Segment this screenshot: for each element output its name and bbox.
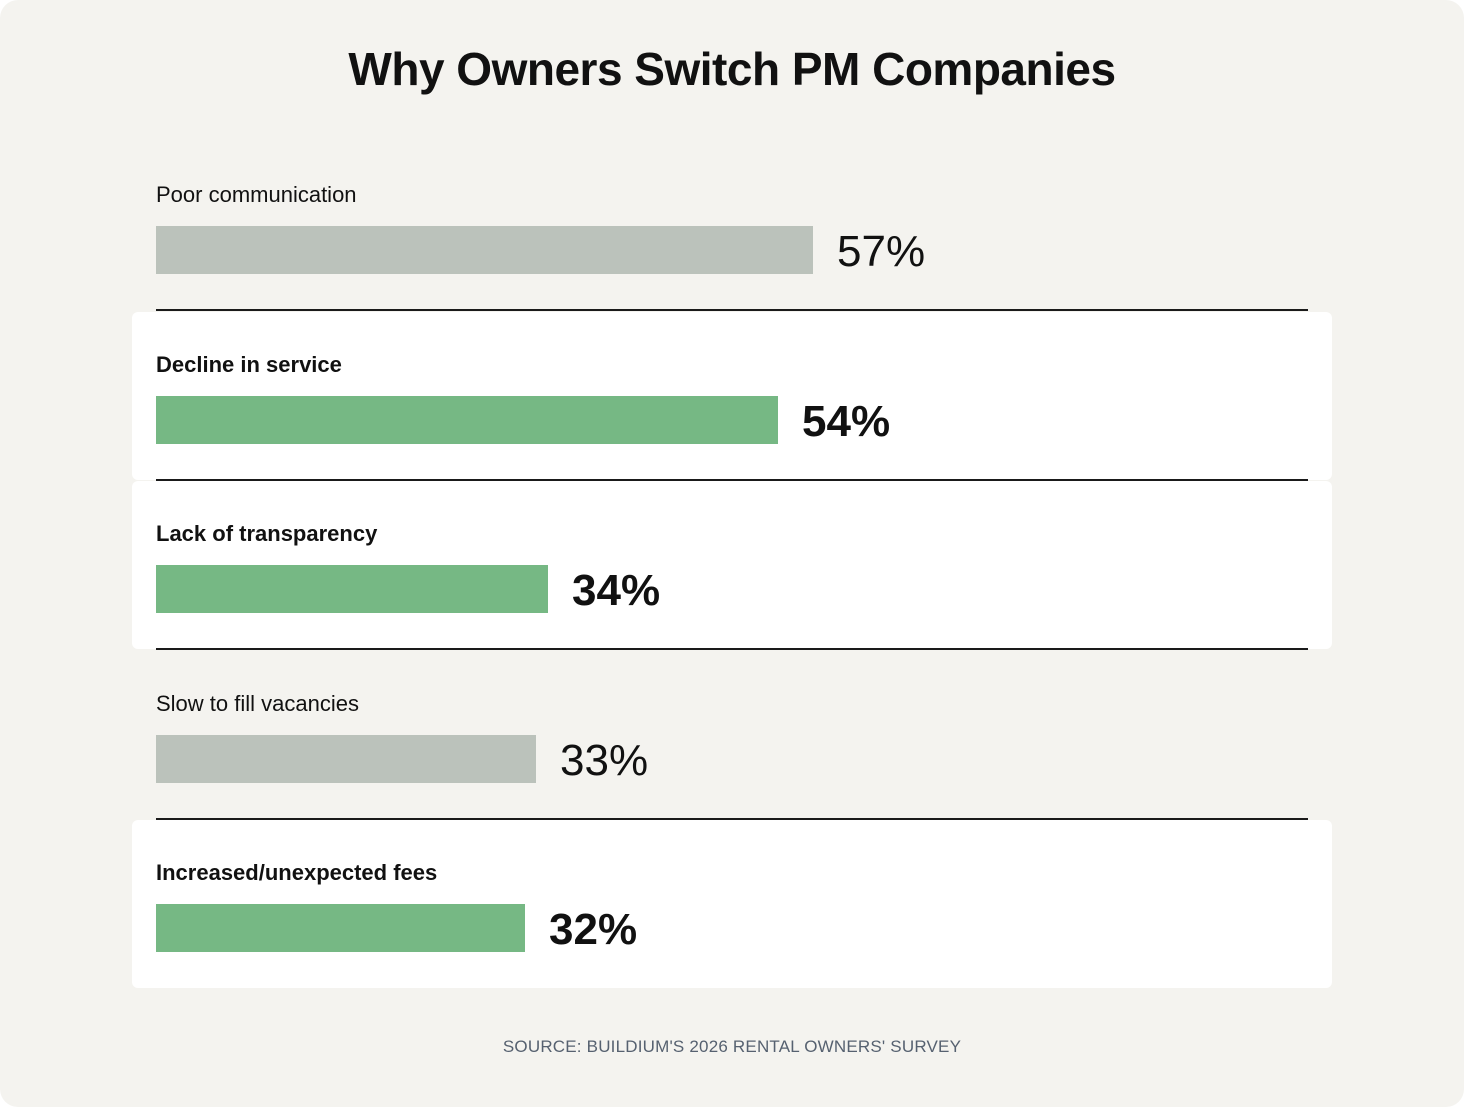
value-label: 54% xyxy=(802,397,891,446)
value-label: 57% xyxy=(837,227,926,276)
bar xyxy=(156,396,778,444)
row-divider xyxy=(156,479,1308,481)
bar-row: Increased/unexpected fees 32% xyxy=(132,820,1332,988)
category-label: Poor communication xyxy=(156,182,357,207)
category-label: Slow to fill vacancies xyxy=(156,691,359,716)
chart-title: Why Owners Switch PM Companies xyxy=(348,43,1116,95)
value-label: 33% xyxy=(560,736,649,785)
value-label: 34% xyxy=(572,566,661,615)
category-label: Lack of transparency xyxy=(156,521,378,546)
value-label: 32% xyxy=(549,905,638,954)
bar-row: Lack of transparency 34% xyxy=(132,481,1332,649)
row-divider xyxy=(156,818,1308,820)
category-label: Increased/unexpected fees xyxy=(156,860,438,885)
row-divider xyxy=(156,648,1308,650)
bar-row: Decline in service 54% xyxy=(132,312,1332,480)
bar xyxy=(156,904,525,952)
category-label: Decline in service xyxy=(156,352,342,377)
chart-source: SOURCE: BUILDIUM'S 2026 RENTAL OWNERS' S… xyxy=(502,1037,962,1056)
bar-row: Slow to fill vacancies 33% xyxy=(132,651,1332,819)
row-divider xyxy=(156,309,1308,311)
bar xyxy=(156,226,813,274)
bar-row: Poor communication 57% xyxy=(132,142,1332,310)
bar xyxy=(156,735,536,783)
bar xyxy=(156,565,548,613)
